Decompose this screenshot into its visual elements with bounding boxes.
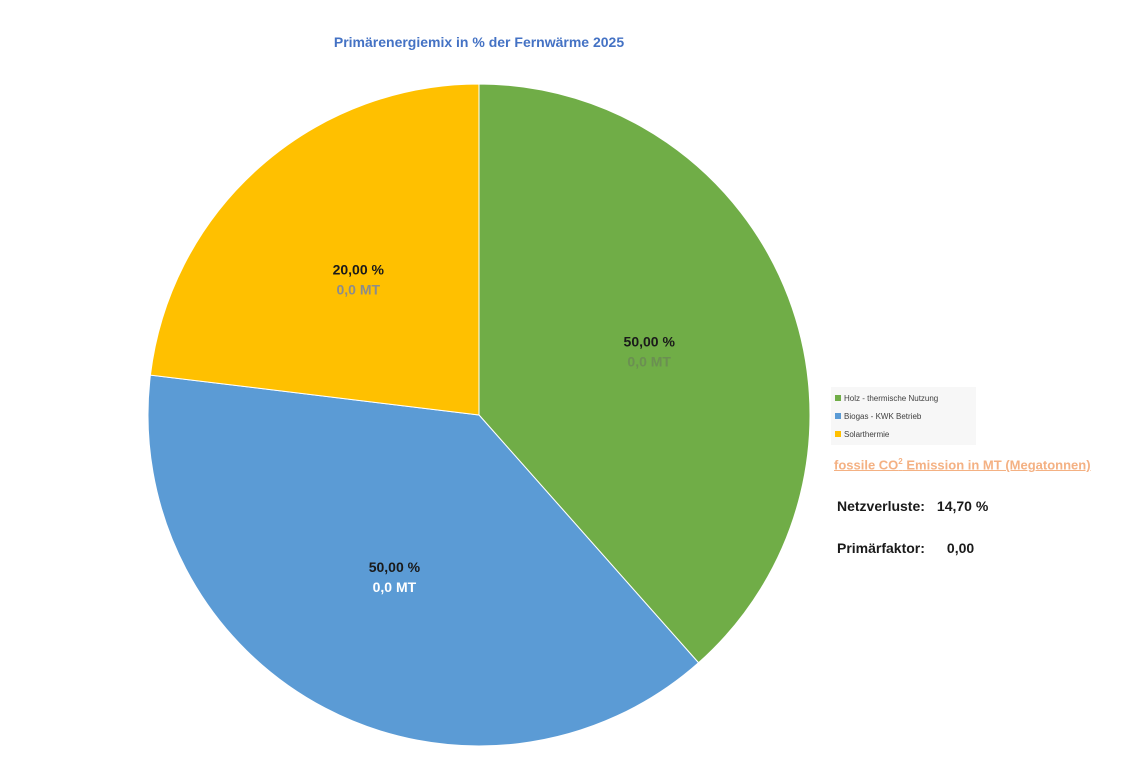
- legend-swatch-0: [835, 395, 841, 401]
- legend-label-2: Solarthermie: [844, 429, 890, 439]
- pie-slice-2: [149, 83, 480, 416]
- legend-item-1: Biogas - KWK Betrieb: [835, 407, 976, 425]
- co2-link-text-start: fossile CO: [834, 457, 899, 473]
- netzverluste-row: Netzverluste: 14,70 %: [837, 498, 988, 514]
- legend-item-2: Solarthermie: [835, 425, 976, 443]
- slice-label-percent-2: 20,00 %: [333, 262, 385, 278]
- pie-slice-0: [478, 83, 811, 664]
- co2-link-text-end: Emission in MT (Megatonnen): [902, 457, 1091, 473]
- slice-label-mt-0: 0,0 MT: [627, 353, 671, 369]
- netzverluste-value: 14,70 %: [936, 498, 989, 514]
- primaerfaktor-label: Primärfaktor:: [837, 540, 925, 556]
- slice-label-mt-2: 0,0 MT: [336, 282, 380, 298]
- co2-emission-link[interactable]: fossile CO2 Emission in MT (Megatonnen): [834, 457, 1091, 472]
- slice-label-mt-1: 0,0 MT: [373, 579, 417, 595]
- co2-link-superscript: 2: [898, 457, 903, 466]
- legend-swatch-2: [835, 431, 841, 437]
- netzverluste-label: Netzverluste:: [837, 498, 925, 514]
- legend-item-0: Holz - thermische Nutzung: [835, 389, 976, 407]
- primaerfaktor-value: 0,00: [946, 540, 975, 556]
- primaerfaktor-row: Primärfaktor: 0,00: [837, 540, 974, 556]
- legend-swatch-1: [835, 413, 841, 419]
- slice-label-percent-1: 50,00 %: [369, 559, 421, 575]
- slice-label-percent-0: 50,00 %: [624, 333, 676, 349]
- legend-label-0: Holz - thermische Nutzung: [844, 393, 939, 403]
- chart-legend: Holz - thermische Nutzung Biogas - KWK Be…: [831, 387, 976, 445]
- legend-label-1: Biogas - KWK Betrieb: [844, 411, 922, 421]
- pie-slice-1: [147, 374, 700, 747]
- chart-title: Primärenergiemix in % der Fernwärme 2025: [333, 34, 625, 50]
